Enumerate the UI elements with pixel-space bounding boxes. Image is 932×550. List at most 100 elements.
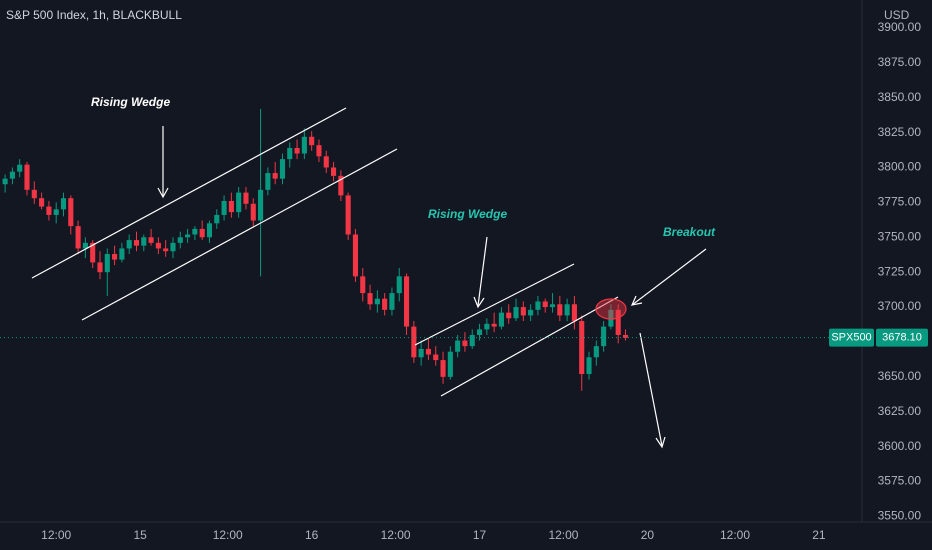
candle-body [622,334,629,338]
y-tick-label: 3875.00 [878,55,922,69]
x-tick-label: 12:00 [213,528,243,542]
highlight [595,298,627,320]
y-tick-label: 3550.00 [878,509,922,523]
x-tick-label: 15 [133,528,147,542]
candle-body [133,240,140,246]
candle-body [221,200,227,215]
candle-body [82,242,88,249]
candle-body [112,254,118,260]
arrow-head [157,187,169,199]
candle-body [9,171,15,179]
candle-body [440,360,446,377]
candle-body [498,312,504,327]
candle-body [236,192,242,213]
candle-body [75,226,81,249]
annotation: Rising Wedge [428,207,507,221]
candle-body [506,312,512,319]
candle-body [119,248,125,260]
y-tick-label: 3575.00 [878,474,922,488]
candle-body [199,228,205,238]
candle-body [39,198,45,207]
candle-body [601,326,607,347]
wedge-line [414,263,575,346]
x-tick-label: 12:00 [548,528,578,542]
candle-body [520,307,526,316]
candle-body [170,242,176,252]
arrow [631,248,707,306]
y-tick-label: 3700.00 [878,299,922,313]
candle-body [418,348,424,358]
candle-body [31,189,37,199]
arrow-head [655,436,666,449]
candle-body [360,276,366,294]
candle-body [542,301,548,308]
candle-body [155,242,161,249]
candle-body [287,147,293,160]
wedge-line [81,148,398,321]
candle-body [206,223,213,238]
candle-body [192,228,198,235]
y-tick-label: 3825.00 [878,125,922,139]
drawings [31,107,707,449]
arrow [477,236,488,307]
candle-body [564,304,570,316]
y-tick-label: 3625.00 [878,404,922,418]
candle-body [316,145,322,157]
x-tick-label: 12:00 [41,528,71,542]
candle-body [586,357,592,375]
x-tick-label: 16 [305,528,319,542]
candle-body [345,195,351,235]
candle-body [294,147,300,154]
candle-body [382,298,388,310]
candle-body [615,309,621,335]
candle-body [571,304,577,322]
candle-body [309,136,315,146]
candle-body [24,164,30,190]
candle-body [469,334,475,347]
candle-body [258,189,264,221]
candle-body [608,309,614,327]
price-badge [876,328,928,347]
y-tick-label: 3775.00 [878,195,922,209]
candle-body [126,240,132,249]
candle-body [53,209,59,215]
candle-body [301,136,307,154]
candle-body [250,203,256,221]
arrow-head [473,296,485,309]
candle-body [352,234,359,277]
candle-body [177,237,183,243]
candle-body [513,307,519,319]
candle-body [389,293,395,310]
candle-body [396,276,402,294]
last-price-label: 3678.10 [882,332,922,344]
y-tick-label: 3750.00 [878,229,922,243]
annotation: Rising Wedge [91,95,170,109]
x-tick-label: 21 [812,528,826,542]
candle-body [104,254,110,273]
candle-body [265,173,271,190]
candle-body [46,206,52,215]
y-tick-label: 3650.00 [878,369,922,383]
candle-body [455,340,461,352]
candle-body [484,323,490,330]
candles [2,108,629,391]
candle-body [148,237,154,243]
candle-body [60,198,67,210]
y-tick-label: 3900.00 [878,20,922,34]
candle-body [535,301,541,310]
arrow [639,332,663,447]
y-tick-label: 3600.00 [878,439,922,453]
candle-body [141,237,147,246]
candle-body [433,354,439,361]
candle-body [163,248,169,252]
candle-body [323,156,329,168]
wedge-line [440,296,619,397]
candle-body [272,173,278,179]
candle-body [279,159,286,179]
candle-body [447,351,453,377]
candle-body [214,214,220,224]
y-tick-label: 3850.00 [878,90,922,104]
candle-body [17,164,23,172]
